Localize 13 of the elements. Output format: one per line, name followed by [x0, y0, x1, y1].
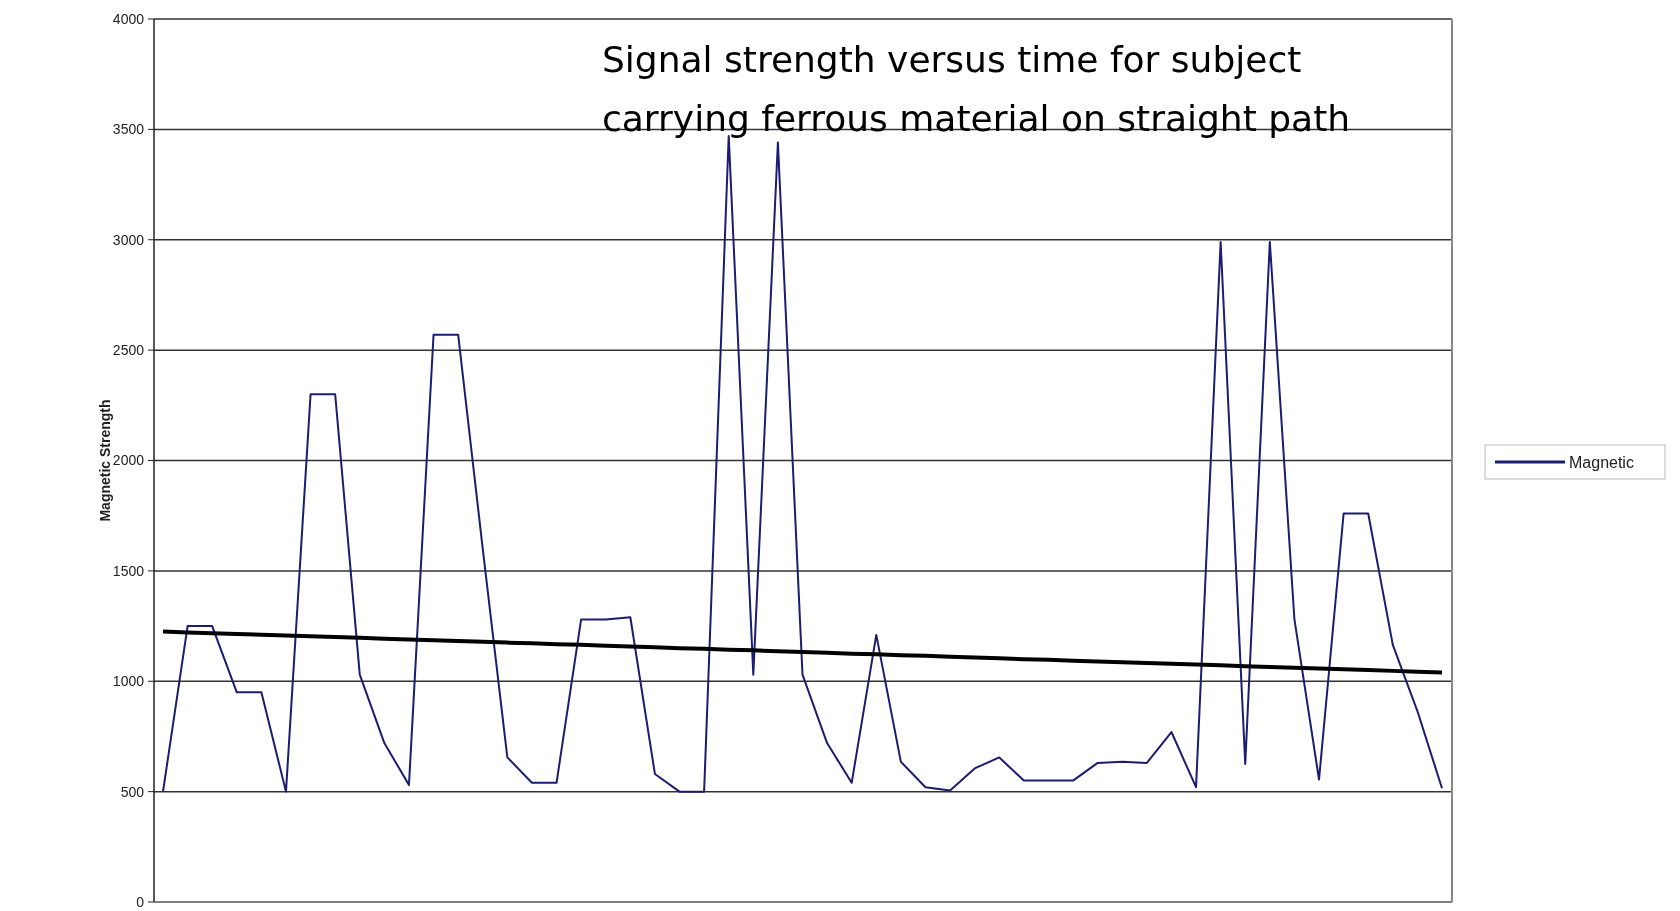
y-tick-label: 500	[120, 783, 145, 800]
line-series	[161, 629, 1444, 675]
y-axis-title: Magnetic Strength	[97, 399, 113, 522]
y-tick-label: 2000	[112, 452, 145, 469]
text: Signal strength versus time for subject carrying ferrous material on straight path	[602, 39, 1351, 139]
y-tick-label: 1500	[112, 562, 145, 579]
y-tick-label: 3500	[112, 121, 145, 138]
y-tick-label: 1000	[112, 673, 145, 690]
y-tick-label: 4000	[112, 10, 145, 27]
y-tick-label: 3000	[112, 231, 145, 248]
y-tick-label: 2500	[112, 342, 145, 359]
legend-label: Magnetic	[1569, 453, 1634, 471]
y-tick-label: 0	[136, 893, 145, 910]
